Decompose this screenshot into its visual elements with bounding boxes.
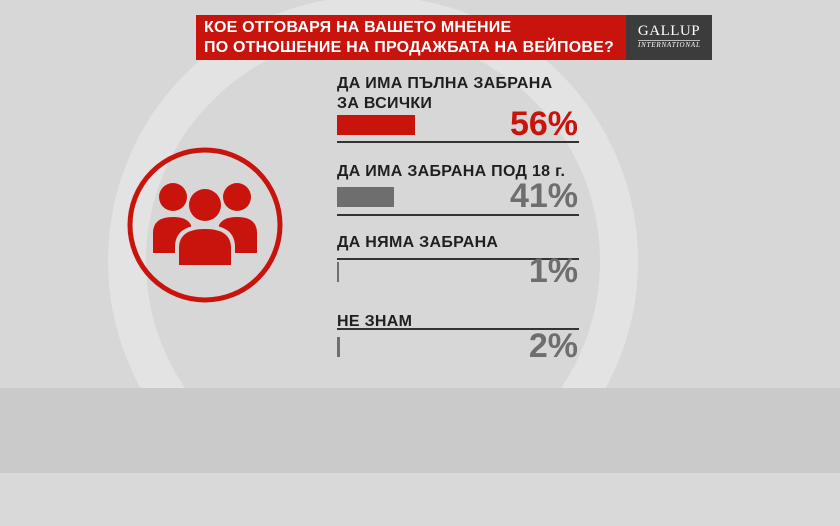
gallup-logo: GALLUP INTERNATIONAL [626, 15, 712, 60]
bar-3 [337, 262, 339, 282]
logo-sub-text: INTERNATIONAL [638, 40, 701, 49]
logo-main-text: GALLUP [637, 23, 701, 39]
category-label-2: ДА ИМА ЗАБРАНА ПОД 18 г. [337, 163, 566, 180]
value-label-3: 1% [528, 252, 578, 290]
bar-1 [337, 115, 415, 135]
value-label-2: 41% [509, 177, 578, 215]
category-label-1-line-1: ДА ИМА ПЪЛНА ЗАБРАНА [337, 75, 553, 92]
people-group-icon [127, 147, 283, 303]
bar-4 [337, 337, 340, 357]
value-label-4: 2% [528, 327, 578, 365]
category-divider-1 [337, 141, 579, 143]
category-divider-3 [337, 258, 579, 260]
category-label-4: НЕ ЗНАМ [337, 313, 413, 330]
category-label-3: ДА НЯМА ЗАБРАНА [337, 234, 499, 251]
category-divider-4 [337, 328, 579, 330]
category-label-1-line-2: ЗА ВСИЧКИ [337, 95, 433, 112]
chart-title-line-1: КОЕ ОТГОВАРЯ НА ВАШЕТО МНЕНИЕ [204, 19, 512, 36]
value-label-1: 56% [509, 105, 578, 143]
chart-title-line-2: ПО ОТНОШЕНИЕ НА ПРОДАЖБАТА НА ВЕЙПОВЕ? [204, 39, 614, 56]
bar-2 [337, 187, 394, 207]
background-bottom [0, 388, 840, 473]
category-divider-2 [337, 214, 579, 216]
chart-title: КОЕ ОТГОВАРЯ НА ВАШЕТО МНЕНИЕ ПО ОТНОШЕН… [196, 15, 626, 60]
